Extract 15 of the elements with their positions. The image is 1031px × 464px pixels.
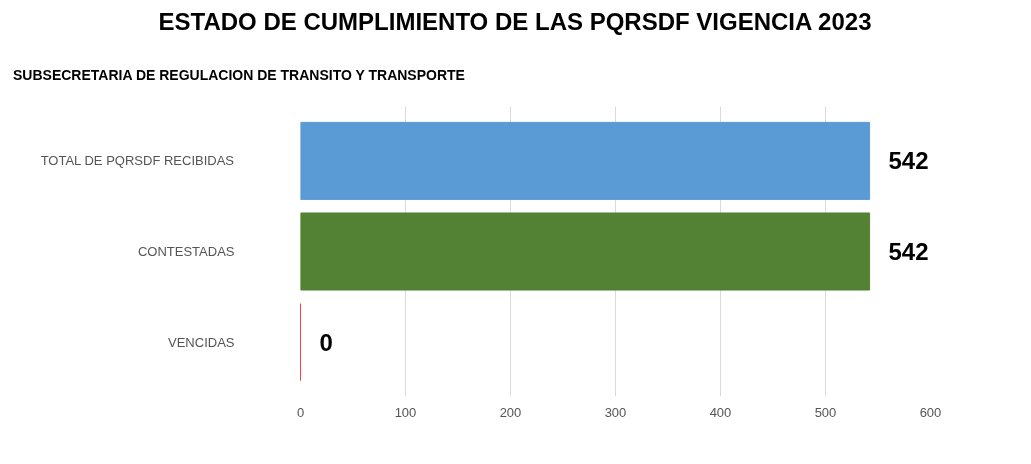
x-tick-label: 100 (394, 404, 417, 420)
chart-subtitle: SUBSECRETARIA DE REGULACION DE TRANSITO Y TRANSPORTE (13, 66, 465, 85)
y-tick-label: CONTESTADAS (137, 244, 235, 259)
x-tick-label: 600 (919, 404, 942, 420)
y-tick-label: TOTAL DE PQRSDF RECIBIDAS (40, 153, 235, 169)
y-tick-label: VENCIDAS (168, 334, 235, 350)
data-label: 542 (888, 238, 929, 265)
x-tick-label: 300 (604, 404, 627, 420)
data-label: 542 (888, 147, 929, 175)
x-tick-label: 400 (709, 404, 732, 420)
data-label: 0 (319, 328, 333, 356)
x-tick-label: 200 (499, 404, 522, 420)
chart-title: ESTADO DE CUMPLIMIENTO DE LAS PQRSDF VIGENCIA 2023 (158, 7, 872, 37)
x-tick-label: 500 (814, 404, 837, 420)
x-tick-label: 0 (296, 404, 305, 420)
